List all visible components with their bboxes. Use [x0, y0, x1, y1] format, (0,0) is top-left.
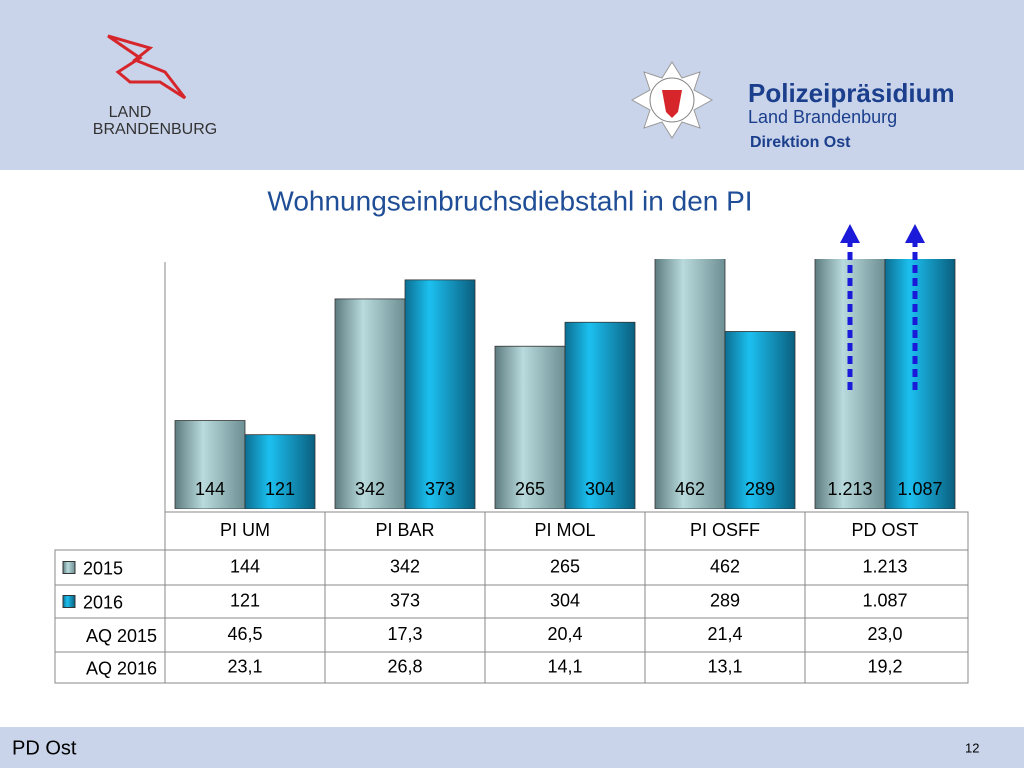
- table-cell: 289: [710, 590, 740, 610]
- police-star: [630, 61, 714, 139]
- bars: [174, 259, 956, 509]
- data-label: 342: [355, 479, 385, 499]
- table-cell: 304: [550, 590, 580, 610]
- table-cell: 1.087: [862, 590, 907, 610]
- page-number: 12: [965, 740, 979, 755]
- table-cell: 1.213: [862, 556, 907, 576]
- category-label: PI MOL: [534, 520, 595, 540]
- data-label: 304: [585, 479, 615, 499]
- category-label: PD OST: [851, 520, 918, 540]
- table-cell: 46,5: [227, 624, 262, 644]
- bar: [884, 259, 956, 509]
- table-cell: 265: [550, 556, 580, 576]
- bar: [724, 331, 796, 509]
- data-label: 144: [195, 479, 225, 499]
- data-label: 1.087: [897, 479, 942, 499]
- logo-text: LAND: [109, 104, 152, 121]
- table-cell: 342: [390, 556, 420, 576]
- table-cell: 19,2: [867, 656, 902, 676]
- table-cell: 26,8: [387, 656, 422, 676]
- data-label: 462: [675, 479, 705, 499]
- category-label: PI BAR: [375, 520, 434, 540]
- table-cell: 20,4: [547, 624, 582, 644]
- bar: [404, 279, 476, 509]
- table-cell: 144: [230, 556, 260, 576]
- logo-text: BRANDENBURG: [93, 121, 217, 138]
- footer-band: [0, 727, 1024, 768]
- bar: [334, 298, 406, 509]
- data-label: 1.213: [827, 479, 872, 499]
- table-cell: 23,0: [867, 624, 902, 644]
- bar: [564, 321, 636, 509]
- table-cell: 121: [230, 590, 260, 610]
- legend-label: 2015: [83, 558, 123, 578]
- org-name: Polizeipräsidium: [748, 78, 955, 108]
- bar: [654, 259, 726, 509]
- data-label: 121: [265, 479, 295, 499]
- table-cell: 14,1: [547, 656, 582, 676]
- table-cell: 462: [710, 556, 740, 576]
- table-frame: [54, 549, 969, 684]
- bar: [244, 434, 316, 509]
- bar: [174, 420, 246, 509]
- legend-swatch: [62, 595, 76, 608]
- category-label: PI UM: [220, 520, 270, 540]
- division: Direktion Ost: [750, 134, 851, 151]
- table-cell: 373: [390, 590, 420, 610]
- bar: [494, 345, 566, 509]
- logo-eagle: [107, 34, 187, 100]
- data-label: 289: [745, 479, 775, 499]
- table-cell: 21,4: [707, 624, 742, 644]
- org-sub: Land Brandenburg: [748, 107, 897, 127]
- chart-title: Wohnungseinbruchsdiebstahl in den PI: [267, 185, 752, 216]
- table-cell: 13,1: [707, 656, 742, 676]
- header-band: [0, 0, 1024, 170]
- data-label: 373: [425, 479, 455, 499]
- data-table: PI UM PI BAR PI MOL PI OSFF PD OST 2015 144 342…: [54, 511, 969, 684]
- footer-label: PD Ost: [12, 737, 77, 759]
- row-label: AQ 2015: [86, 626, 157, 646]
- category-label: PI OSFF: [690, 520, 760, 540]
- break-arrows: [840, 224, 925, 390]
- legend-label: 2016: [83, 592, 123, 612]
- data-label: 265: [515, 479, 545, 499]
- row-label: AQ 2016: [86, 658, 157, 678]
- legend-swatch: [62, 561, 76, 574]
- table-cell: 23,1: [227, 656, 262, 676]
- table-cell: 17,3: [387, 624, 422, 644]
